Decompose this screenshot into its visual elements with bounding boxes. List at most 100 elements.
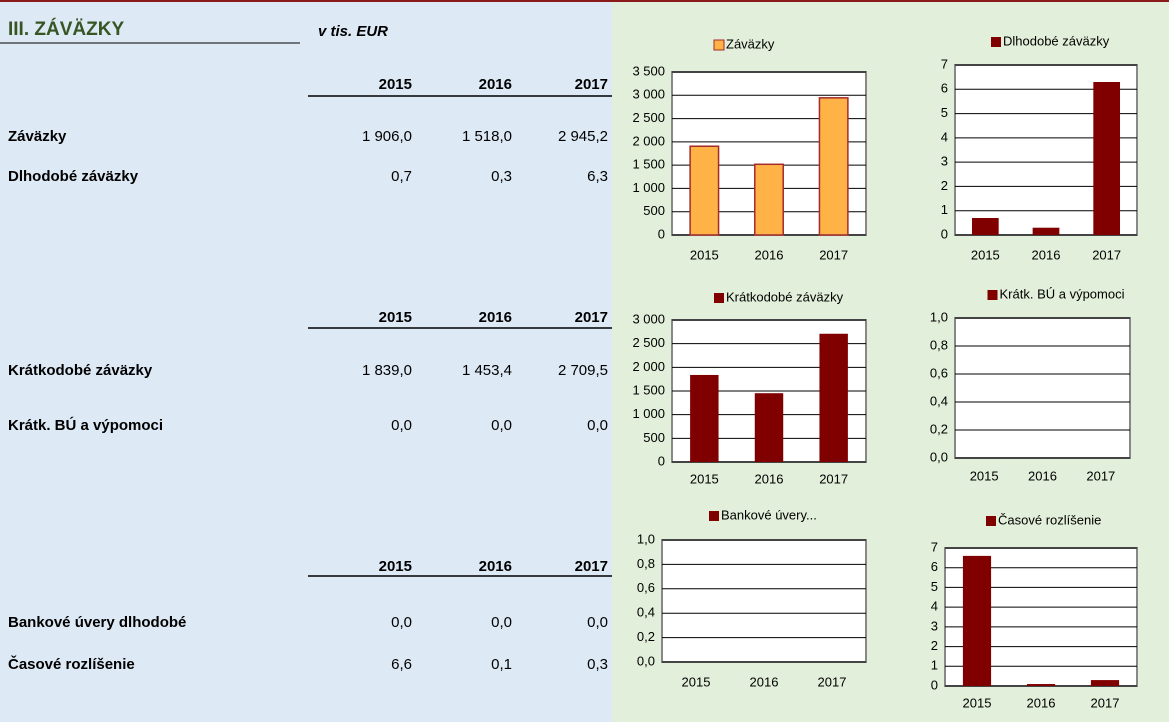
y-tick-label: 0,0 (637, 653, 655, 668)
legend-label: Krátk. BÚ a výpomoci (1000, 286, 1125, 301)
x-tick-label: 2015 (963, 695, 992, 710)
cell-value: 0,0 (391, 417, 412, 434)
y-tick-label: 0 (941, 226, 948, 241)
y-tick-label: 3 500 (632, 63, 665, 78)
x-tick-label: 2016 (750, 674, 779, 689)
bar (1026, 684, 1056, 686)
x-tick-label: 2015 (971, 247, 1000, 262)
y-tick-label: 1 (941, 202, 948, 217)
y-tick-label: 0,6 (637, 580, 655, 595)
cell-value: 0,0 (491, 417, 512, 434)
bar (689, 145, 720, 236)
bar (690, 374, 719, 462)
legend-swatch (991, 37, 1001, 47)
cell-value: 0,3 (587, 656, 608, 673)
legend-swatch (709, 511, 719, 521)
y-tick-label: 0,2 (637, 629, 655, 644)
y-tick-label: 4 (941, 129, 948, 144)
row-label: Krátk. BÚ a výpomoci (8, 416, 163, 434)
bar (1093, 82, 1121, 235)
year-header: 2015 (379, 76, 412, 93)
y-tick-label: 7 (931, 539, 938, 554)
x-tick-label: 2016 (1032, 247, 1061, 262)
year-header: 2017 (575, 558, 608, 575)
y-tick-label: 2 500 (632, 335, 665, 350)
row-label: Dlhodobé záväzky (8, 168, 139, 185)
x-tick-label: 2015 (682, 674, 711, 689)
y-tick-label: 6 (941, 81, 948, 96)
row-label: Bankové úvery dlhodobé (8, 614, 186, 631)
y-tick-label: 3 (941, 154, 948, 169)
cell-value: 1 839,0 (362, 362, 412, 379)
y-tick-label: 0,4 (930, 393, 948, 408)
row-label: Záväzky (8, 128, 67, 145)
legend-label: Dlhodobé záväzky (1003, 33, 1110, 48)
y-tick-label: 2 (931, 638, 938, 653)
cell-value: 1 906,0 (362, 128, 412, 145)
cell-value: 2 945,2 (558, 128, 608, 145)
y-tick-label: 1 (931, 658, 938, 673)
y-tick-label: 3 000 (632, 311, 665, 326)
plot-area (661, 539, 867, 663)
x-tick-label: 2015 (690, 247, 719, 262)
legend-swatch (713, 39, 725, 51)
cell-value: 0,0 (587, 417, 608, 434)
legend-label: Bankové úvery... (721, 507, 817, 522)
cell-value: 1 518,0 (462, 128, 512, 145)
y-tick-label: 1 000 (632, 406, 665, 421)
y-tick-label: 2 000 (632, 133, 665, 148)
bar (1032, 227, 1060, 235)
unit-label: v tis. EUR (318, 23, 388, 40)
y-tick-label: 2 500 (632, 110, 665, 125)
cell-value: 1 453,4 (462, 362, 512, 379)
bar (818, 97, 849, 236)
x-tick-label: 2017 (1086, 468, 1115, 483)
year-header: 2015 (379, 558, 412, 575)
y-tick-label: 2 (941, 178, 948, 193)
x-tick-label: 2017 (819, 247, 848, 262)
x-tick-label: 2017 (1091, 695, 1120, 710)
row-label: Časové rozlíšenie (8, 655, 135, 673)
legend-label: Krátkodobé záväzky (726, 289, 844, 304)
bar (754, 393, 784, 462)
y-tick-label: 1 500 (632, 382, 665, 397)
bar (962, 555, 992, 686)
bar (819, 333, 848, 462)
y-tick-label: 0 (931, 677, 938, 692)
year-header: 2017 (575, 76, 608, 93)
cell-value: 0,1 (491, 656, 512, 673)
y-tick-label: 0 (658, 453, 665, 468)
y-tick-label: 500 (643, 203, 665, 218)
y-tick-label: 0,8 (637, 556, 655, 571)
legend-swatch (987, 290, 998, 300)
y-tick-label: 0,2 (930, 421, 948, 436)
cell-value: 0,0 (587, 614, 608, 631)
page-title: III. ZÁVÄZKY (8, 18, 124, 40)
legend-label: Záväzky (726, 36, 775, 51)
legend-swatch (714, 293, 724, 303)
year-header: 2016 (479, 309, 512, 326)
y-tick-label: 1,0 (637, 531, 655, 546)
x-tick-label: 2015 (970, 468, 999, 483)
x-tick-label: 2016 (755, 471, 784, 486)
y-tick-label: 6 (931, 559, 938, 574)
y-tick-label: 5 (941, 105, 948, 120)
legend-label: Časové rozlíšenie (998, 512, 1101, 527)
y-tick-label: 1,0 (930, 309, 948, 324)
row-label: Krátkodobé záväzky (8, 362, 153, 379)
y-tick-label: 3 (931, 618, 938, 633)
plot-area (954, 317, 1131, 459)
cell-value: 0,3 (491, 168, 512, 185)
left-panel (0, 0, 612, 722)
y-tick-label: 0,6 (930, 365, 948, 380)
y-tick-label: 0 (658, 226, 665, 241)
cell-value: 2 709,5 (558, 362, 608, 379)
year-header: 2016 (479, 558, 512, 575)
y-tick-label: 500 (643, 430, 665, 445)
x-tick-label: 2015 (690, 471, 719, 486)
x-tick-label: 2016 (755, 247, 784, 262)
cell-value: 6,6 (391, 656, 412, 673)
y-tick-label: 2 000 (632, 359, 665, 374)
bar (754, 163, 784, 236)
